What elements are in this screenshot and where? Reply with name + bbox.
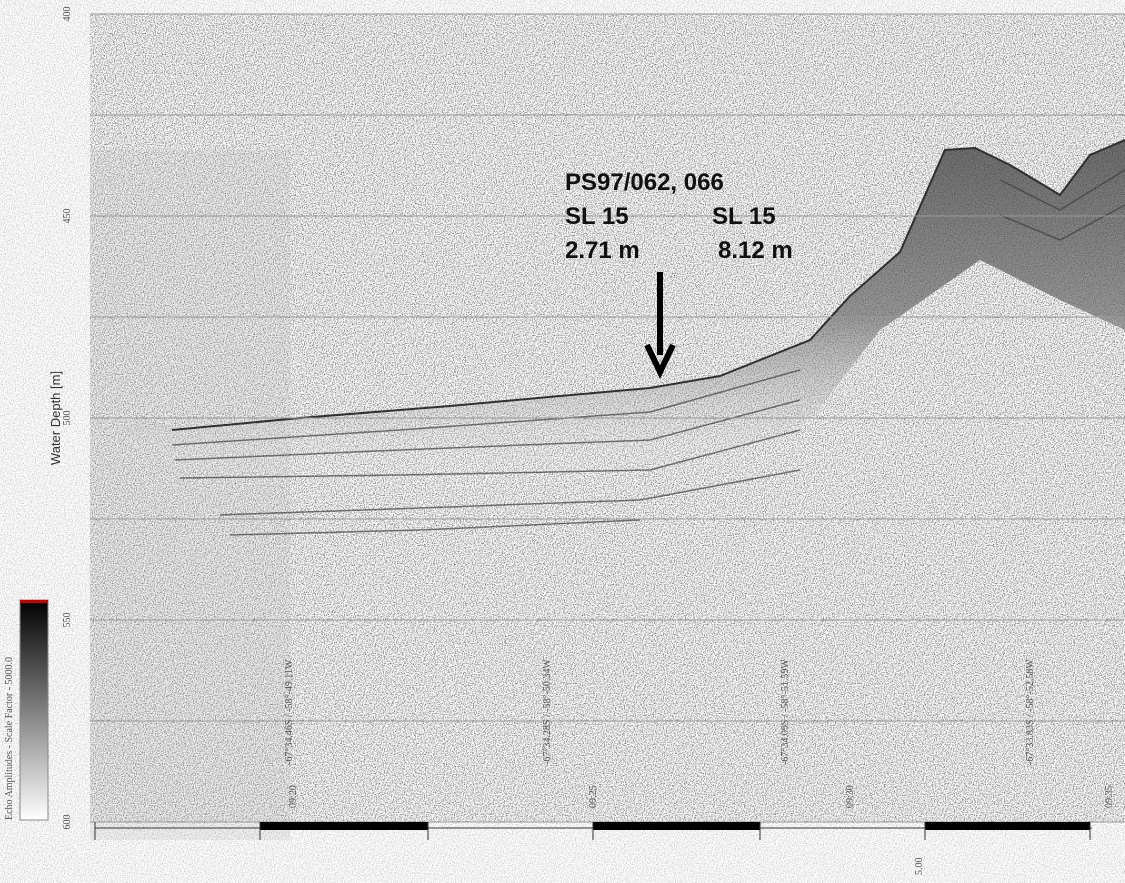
scale-label: 5.00: [914, 858, 925, 876]
time-label: 09:25: [588, 785, 599, 808]
y-tick-label: 500: [62, 411, 73, 426]
y-tick-label: 400: [62, 7, 73, 22]
grid: [90, 13, 1125, 823]
position-label: -67°33.83S / -58°-52.58W: [1025, 659, 1036, 765]
colorbar: [19, 599, 49, 821]
core-label: SL 15: [712, 203, 776, 230]
y-axis: 400 450 500 550 600: [62, 7, 73, 830]
core-label: SL 15: [565, 203, 629, 230]
y-tick-label: 450: [62, 209, 73, 224]
station-label: PS97/062, 066: [565, 169, 724, 196]
y-tick-label: 600: [62, 815, 73, 830]
time-axis: [94, 822, 1092, 840]
y-tick-label: 550: [62, 613, 73, 628]
colorbar-cap: [20, 600, 48, 603]
time-label: 09:30: [845, 785, 856, 808]
arrow: [644, 272, 676, 379]
position-label: -67°34.46S / -58°-49.11W: [284, 659, 295, 765]
y-axis-label: Water Depth [m]: [48, 371, 63, 465]
time-label: 09:35: [1104, 785, 1115, 808]
colorbar-label: Echo Amplitudes - Scale Factor - 5000.0: [4, 657, 15, 820]
position-label: -67°34.28S / -58°-50.34W: [542, 659, 553, 765]
position-label: -67°34.09S / -58°-51.59W: [780, 659, 791, 765]
core-length: 2.71 m: [565, 237, 640, 264]
core-length: 8.12 m: [718, 237, 793, 264]
time-label: 09:20: [288, 785, 299, 808]
